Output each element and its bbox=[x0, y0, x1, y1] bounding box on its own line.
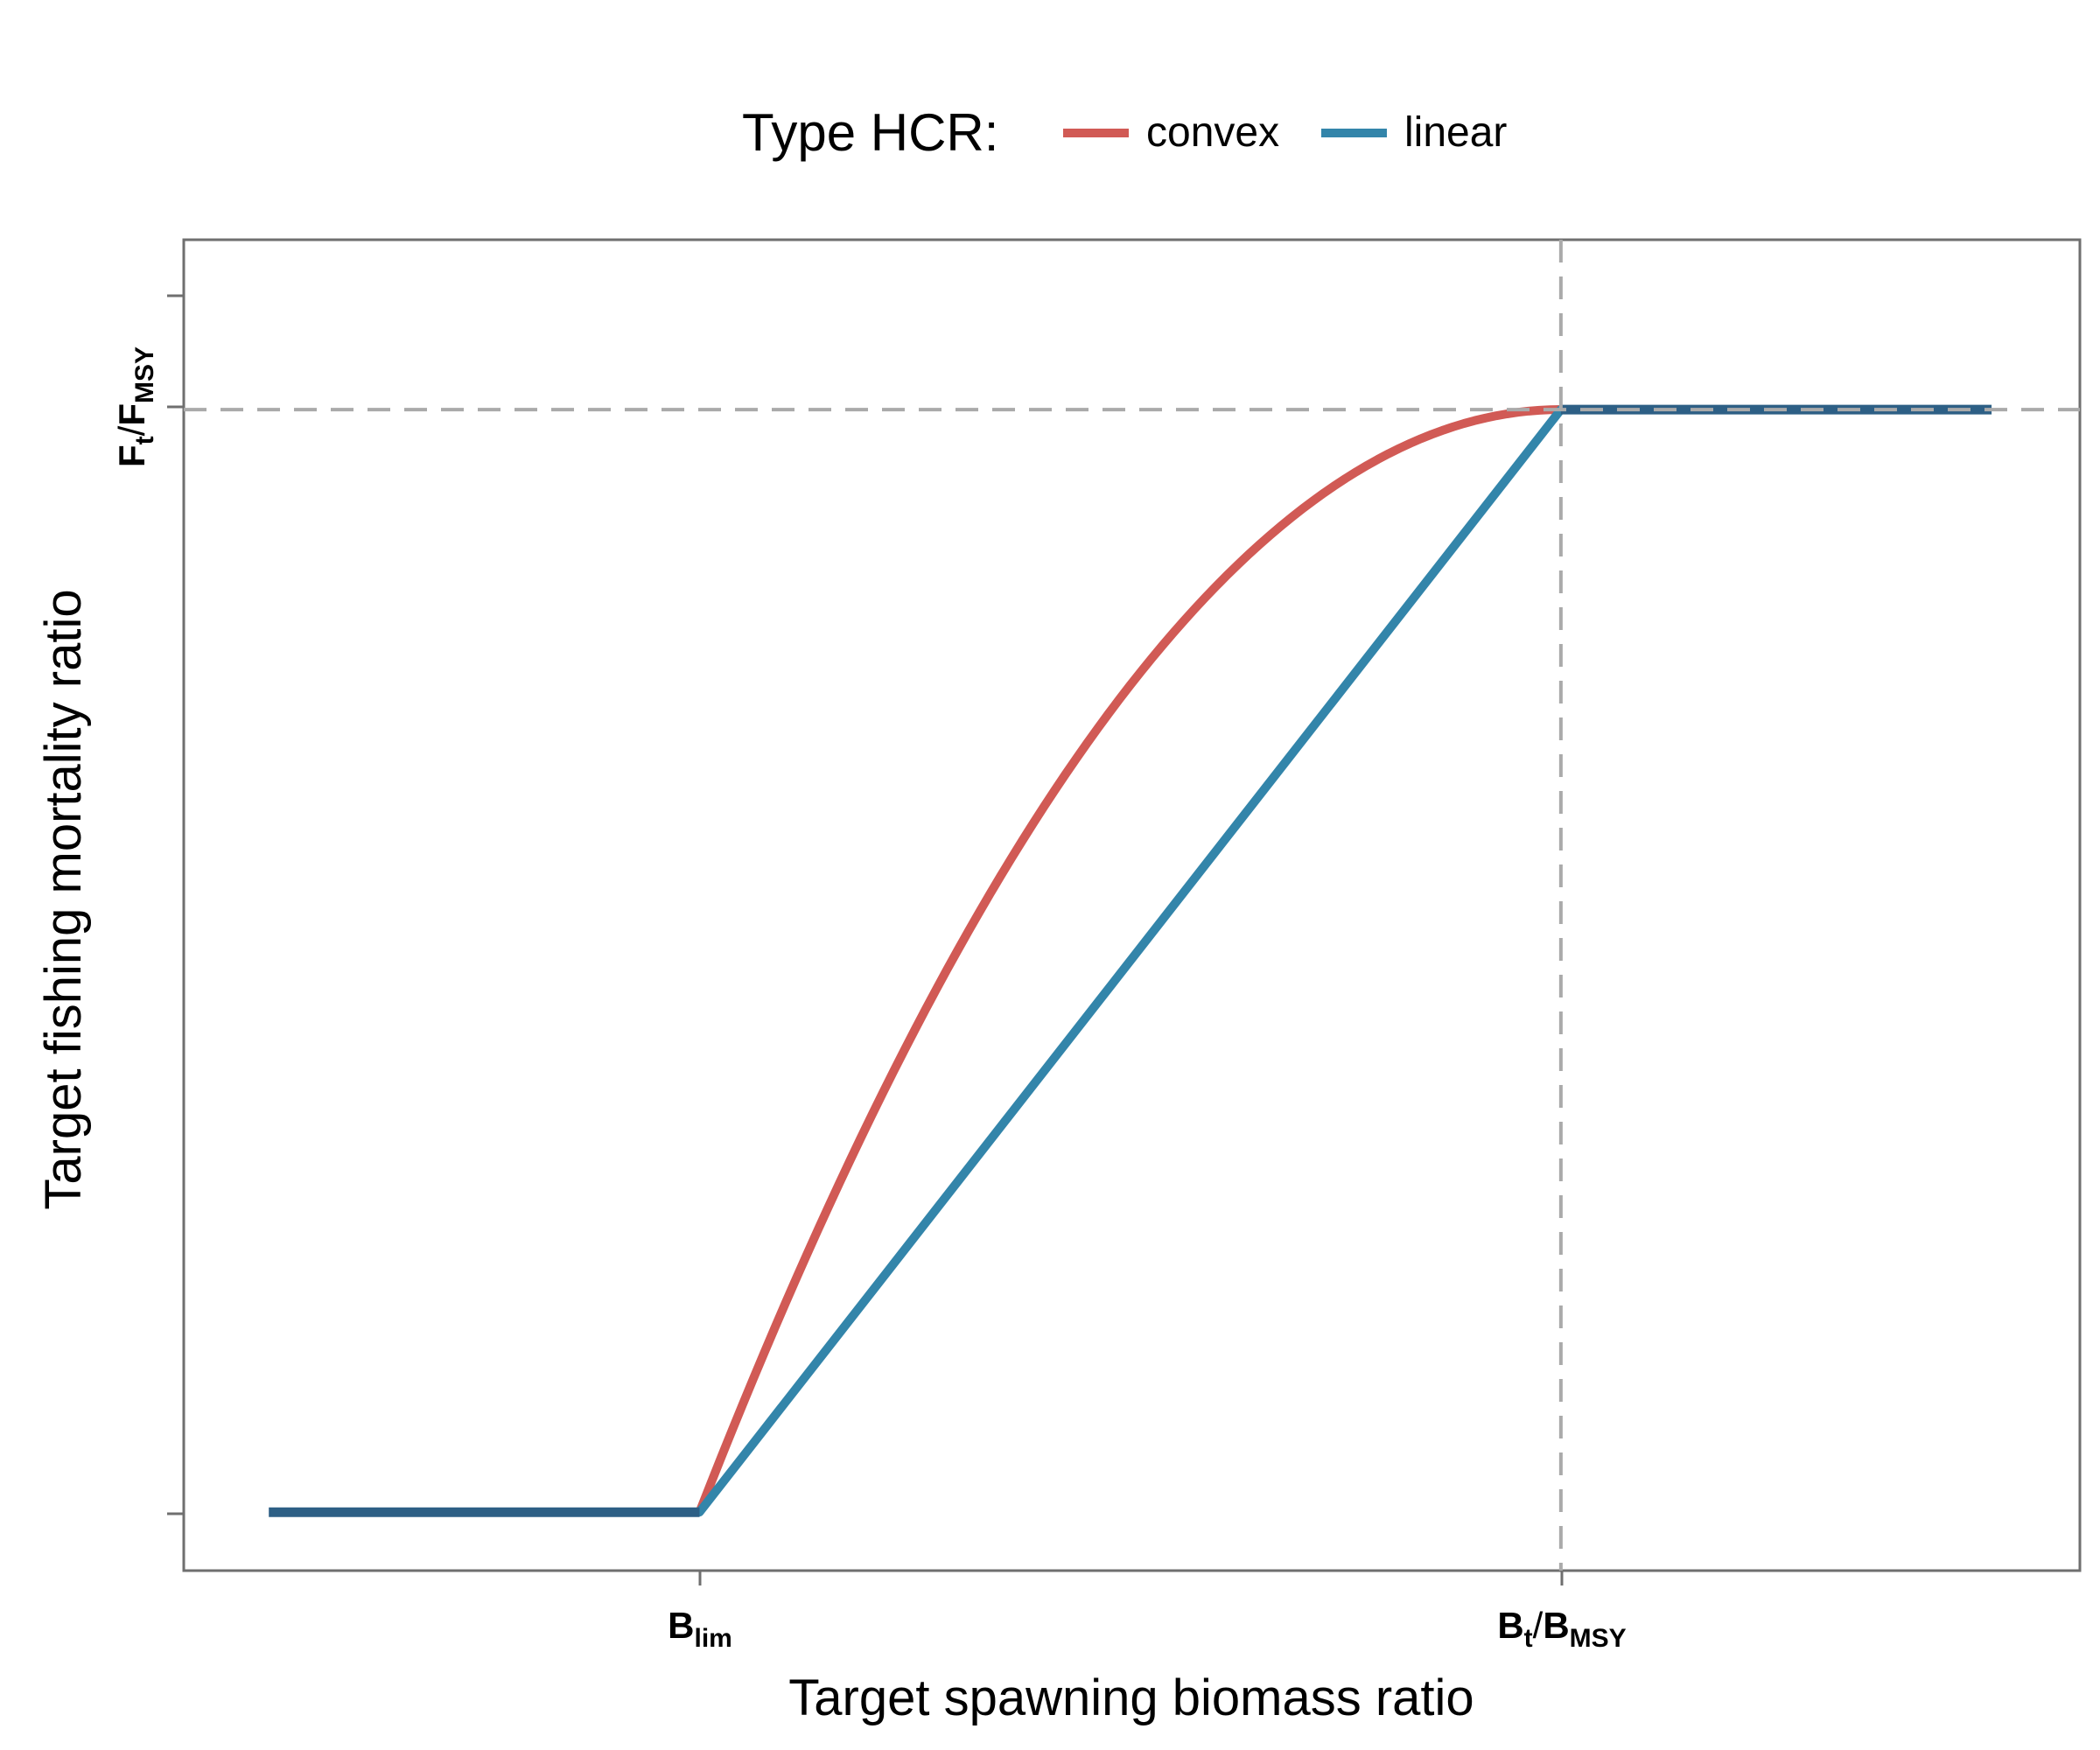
plot-panel bbox=[182, 238, 2082, 1572]
legend: Type HCR: convex linear bbox=[742, 103, 1507, 162]
y-axis-title: Target fishing mortality ratio bbox=[35, 589, 92, 1209]
series-layer bbox=[269, 404, 1992, 1517]
x-tick-label-bt-bmsy: Bt/BMSY bbox=[1497, 1605, 1626, 1653]
series-linear-line bbox=[695, 405, 1565, 1517]
series-convex-line bbox=[695, 405, 1561, 1515]
legend-label-linear: linear bbox=[1404, 109, 1507, 156]
x-tick-label-blim: Blim bbox=[668, 1605, 732, 1653]
y-tick-label-ft-fmsy: Ft/FMSY bbox=[111, 346, 159, 467]
reference-lines bbox=[184, 240, 2080, 1571]
legend-title: Type HCR: bbox=[742, 103, 998, 162]
axis-ticks bbox=[167, 294, 1564, 1586]
legend-label-convex: convex bbox=[1146, 109, 1279, 156]
x-axis-title: Target spawning biomass ratio bbox=[788, 1670, 1474, 1726]
